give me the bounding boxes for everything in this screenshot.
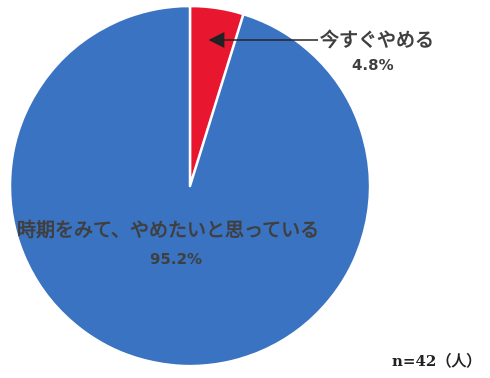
slice-label-quit-now: 今すぐやめる	[319, 28, 434, 51]
slice-value-quit-now: 4.8%	[352, 56, 394, 74]
sample-size-note: n=42（人）	[392, 352, 481, 370]
pie-slice-1	[8, 4, 372, 368]
slice-value-quit-later: 95.2%	[150, 250, 202, 268]
slice-label-quit-later: 時期をみて、やめたいと思っている	[17, 219, 319, 241]
pie-slices	[8, 4, 372, 368]
